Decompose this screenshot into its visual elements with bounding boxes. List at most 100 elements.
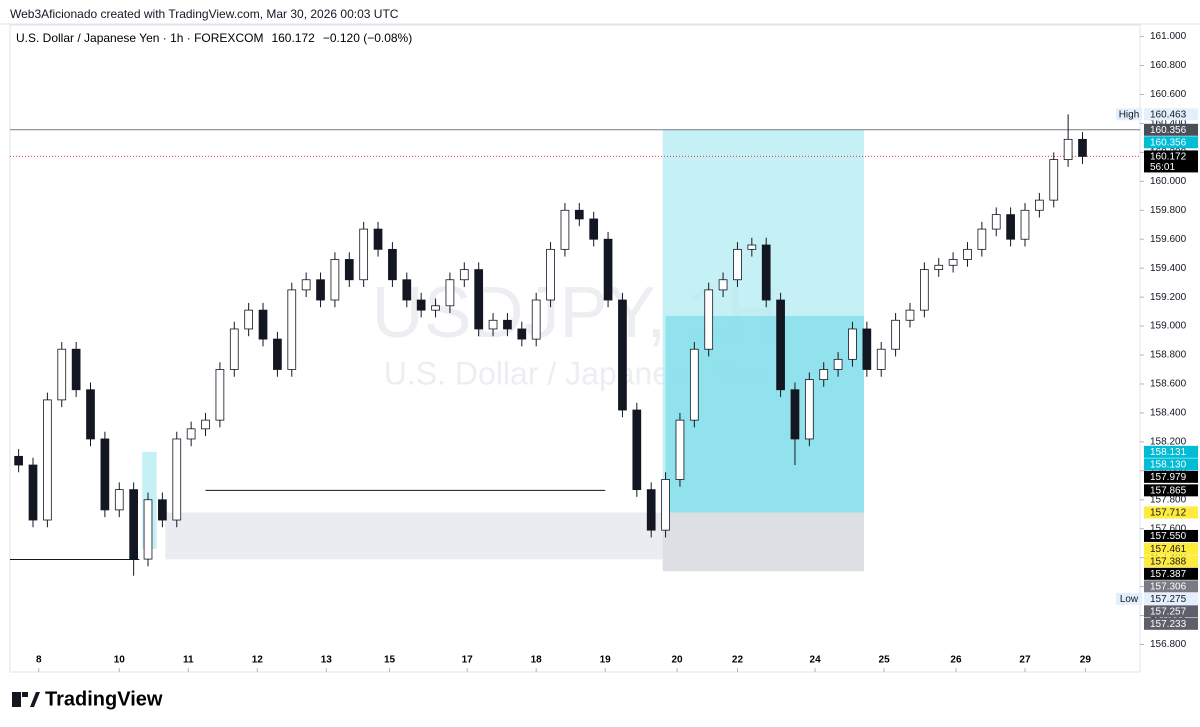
x-tick-label: 10	[114, 655, 126, 666]
candle-body	[776, 299, 785, 391]
price-badge-label: 160.356	[1150, 137, 1187, 148]
price-badge	[1144, 123, 1198, 136]
candle-body	[71, 348, 81, 391]
candle-body	[1035, 199, 1044, 211]
candle-body	[546, 248, 555, 301]
price-badge	[1144, 617, 1198, 630]
price-countdown: 56:01	[1150, 162, 1175, 173]
candle-body	[186, 428, 196, 440]
price-badge-label: 160.463	[1150, 109, 1187, 120]
price-badge-label: 158.130	[1150, 459, 1187, 470]
price-badge-label: 157.712	[1150, 508, 1187, 519]
x-tick-label: 24	[810, 655, 822, 666]
candle-body	[431, 305, 440, 311]
candle-body	[517, 328, 527, 340]
y-tick-label: 156.800	[1150, 639, 1187, 650]
x-tick-label: 29	[1080, 655, 1092, 666]
candle-body	[503, 319, 512, 330]
candle-body	[301, 279, 311, 291]
plot-layer: 156.800157.000157.200157.400157.600157.8…	[10, 31, 1198, 672]
candle-body	[934, 264, 944, 271]
candle-body	[963, 248, 972, 260]
candle-body	[1063, 138, 1073, 161]
y-tick-label: 160.400	[1150, 118, 1187, 129]
price-tag: Low	[1120, 594, 1139, 605]
price-badge-label: 160.356	[1150, 125, 1187, 136]
candle-body	[862, 328, 872, 370]
candle-body	[531, 299, 541, 340]
y-tick-label: 159.600	[1150, 234, 1187, 245]
candle-body	[905, 309, 915, 321]
price-badge	[1144, 470, 1198, 483]
attribution: Web3Aficionado created with TradingView.…	[10, 7, 399, 21]
candle-body	[273, 338, 282, 370]
zone	[662, 512, 864, 572]
candle-body	[618, 299, 627, 411]
candle-body	[632, 409, 642, 491]
candle-body	[229, 328, 239, 370]
brand-name: TradingView	[45, 688, 163, 710]
candle-body	[1078, 138, 1087, 157]
candle-body	[388, 248, 397, 281]
y-tick-label: 159.400	[1150, 263, 1187, 274]
candle-body	[833, 358, 843, 370]
x-tick-label: 11	[183, 655, 194, 666]
candle-body	[316, 279, 325, 301]
candle-body	[977, 228, 987, 250]
price-badge-label: 157.233	[1150, 619, 1187, 630]
x-tick-label: 27	[1019, 655, 1031, 666]
candle-body	[603, 238, 613, 301]
x-tick-label: 19	[600, 655, 612, 666]
price-badge-label: 157.257	[1150, 606, 1187, 617]
candle-body	[474, 269, 484, 330]
y-tick-label: 158.400	[1150, 408, 1187, 419]
price-badge	[1144, 108, 1198, 121]
candle-body	[747, 244, 757, 250]
candle-body	[488, 319, 498, 330]
y-tick-label: 159.000	[1150, 321, 1187, 332]
price-badge-label: 157.979	[1150, 472, 1187, 483]
price-badge-label: 157.275	[1150, 594, 1187, 605]
y-tick-label: 160.800	[1150, 60, 1187, 71]
candle-body	[373, 228, 383, 250]
price-badge	[1144, 458, 1198, 471]
last-price: 160.172	[271, 31, 315, 45]
symbol-line: U.S. Dollar / Japanese Yen · 1h · FOREXC…	[16, 31, 412, 45]
y-tick-label: 157.600	[1150, 523, 1187, 534]
candle-body	[919, 269, 929, 311]
price-badge-label: 157.387	[1150, 569, 1187, 580]
candle-body	[215, 369, 225, 421]
price-badge-label: 157.388	[1150, 556, 1187, 567]
price-badge-label: 157.461	[1150, 544, 1187, 555]
candle-body	[718, 279, 728, 291]
candle-body	[143, 499, 153, 560]
y-tick-label: 160.000	[1150, 176, 1187, 187]
candle-body	[819, 369, 829, 381]
price-badge-label: 157.550	[1150, 531, 1187, 542]
price-badge	[1144, 529, 1198, 542]
y-tick-label: 159.800	[1150, 205, 1187, 216]
candle-body	[804, 379, 814, 440]
x-tick-label: 18	[531, 655, 543, 666]
candle-body	[158, 499, 167, 521]
candle-body	[848, 328, 857, 360]
candle-body	[330, 259, 340, 301]
candle-body	[646, 489, 656, 531]
price-badge-label: 157.865	[1150, 485, 1187, 496]
candle-body	[114, 489, 124, 511]
candle-body	[689, 348, 699, 421]
y-tick-label: 157.800	[1150, 494, 1187, 505]
candle-body	[28, 464, 38, 521]
price-tag-box	[1116, 108, 1142, 121]
candle-body	[790, 389, 800, 440]
price-badge	[1144, 605, 1198, 618]
x-tick-label: 20	[672, 655, 684, 666]
candle-body	[244, 309, 254, 330]
candle-body	[876, 348, 886, 370]
y-tick-label: 158.800	[1150, 350, 1187, 361]
candle-body	[891, 319, 900, 350]
candle-body	[1006, 214, 1015, 240]
candle-body	[675, 419, 685, 480]
y-tick-label: 161.000	[1150, 31, 1187, 42]
y-tick-label: 159.200	[1150, 292, 1187, 303]
